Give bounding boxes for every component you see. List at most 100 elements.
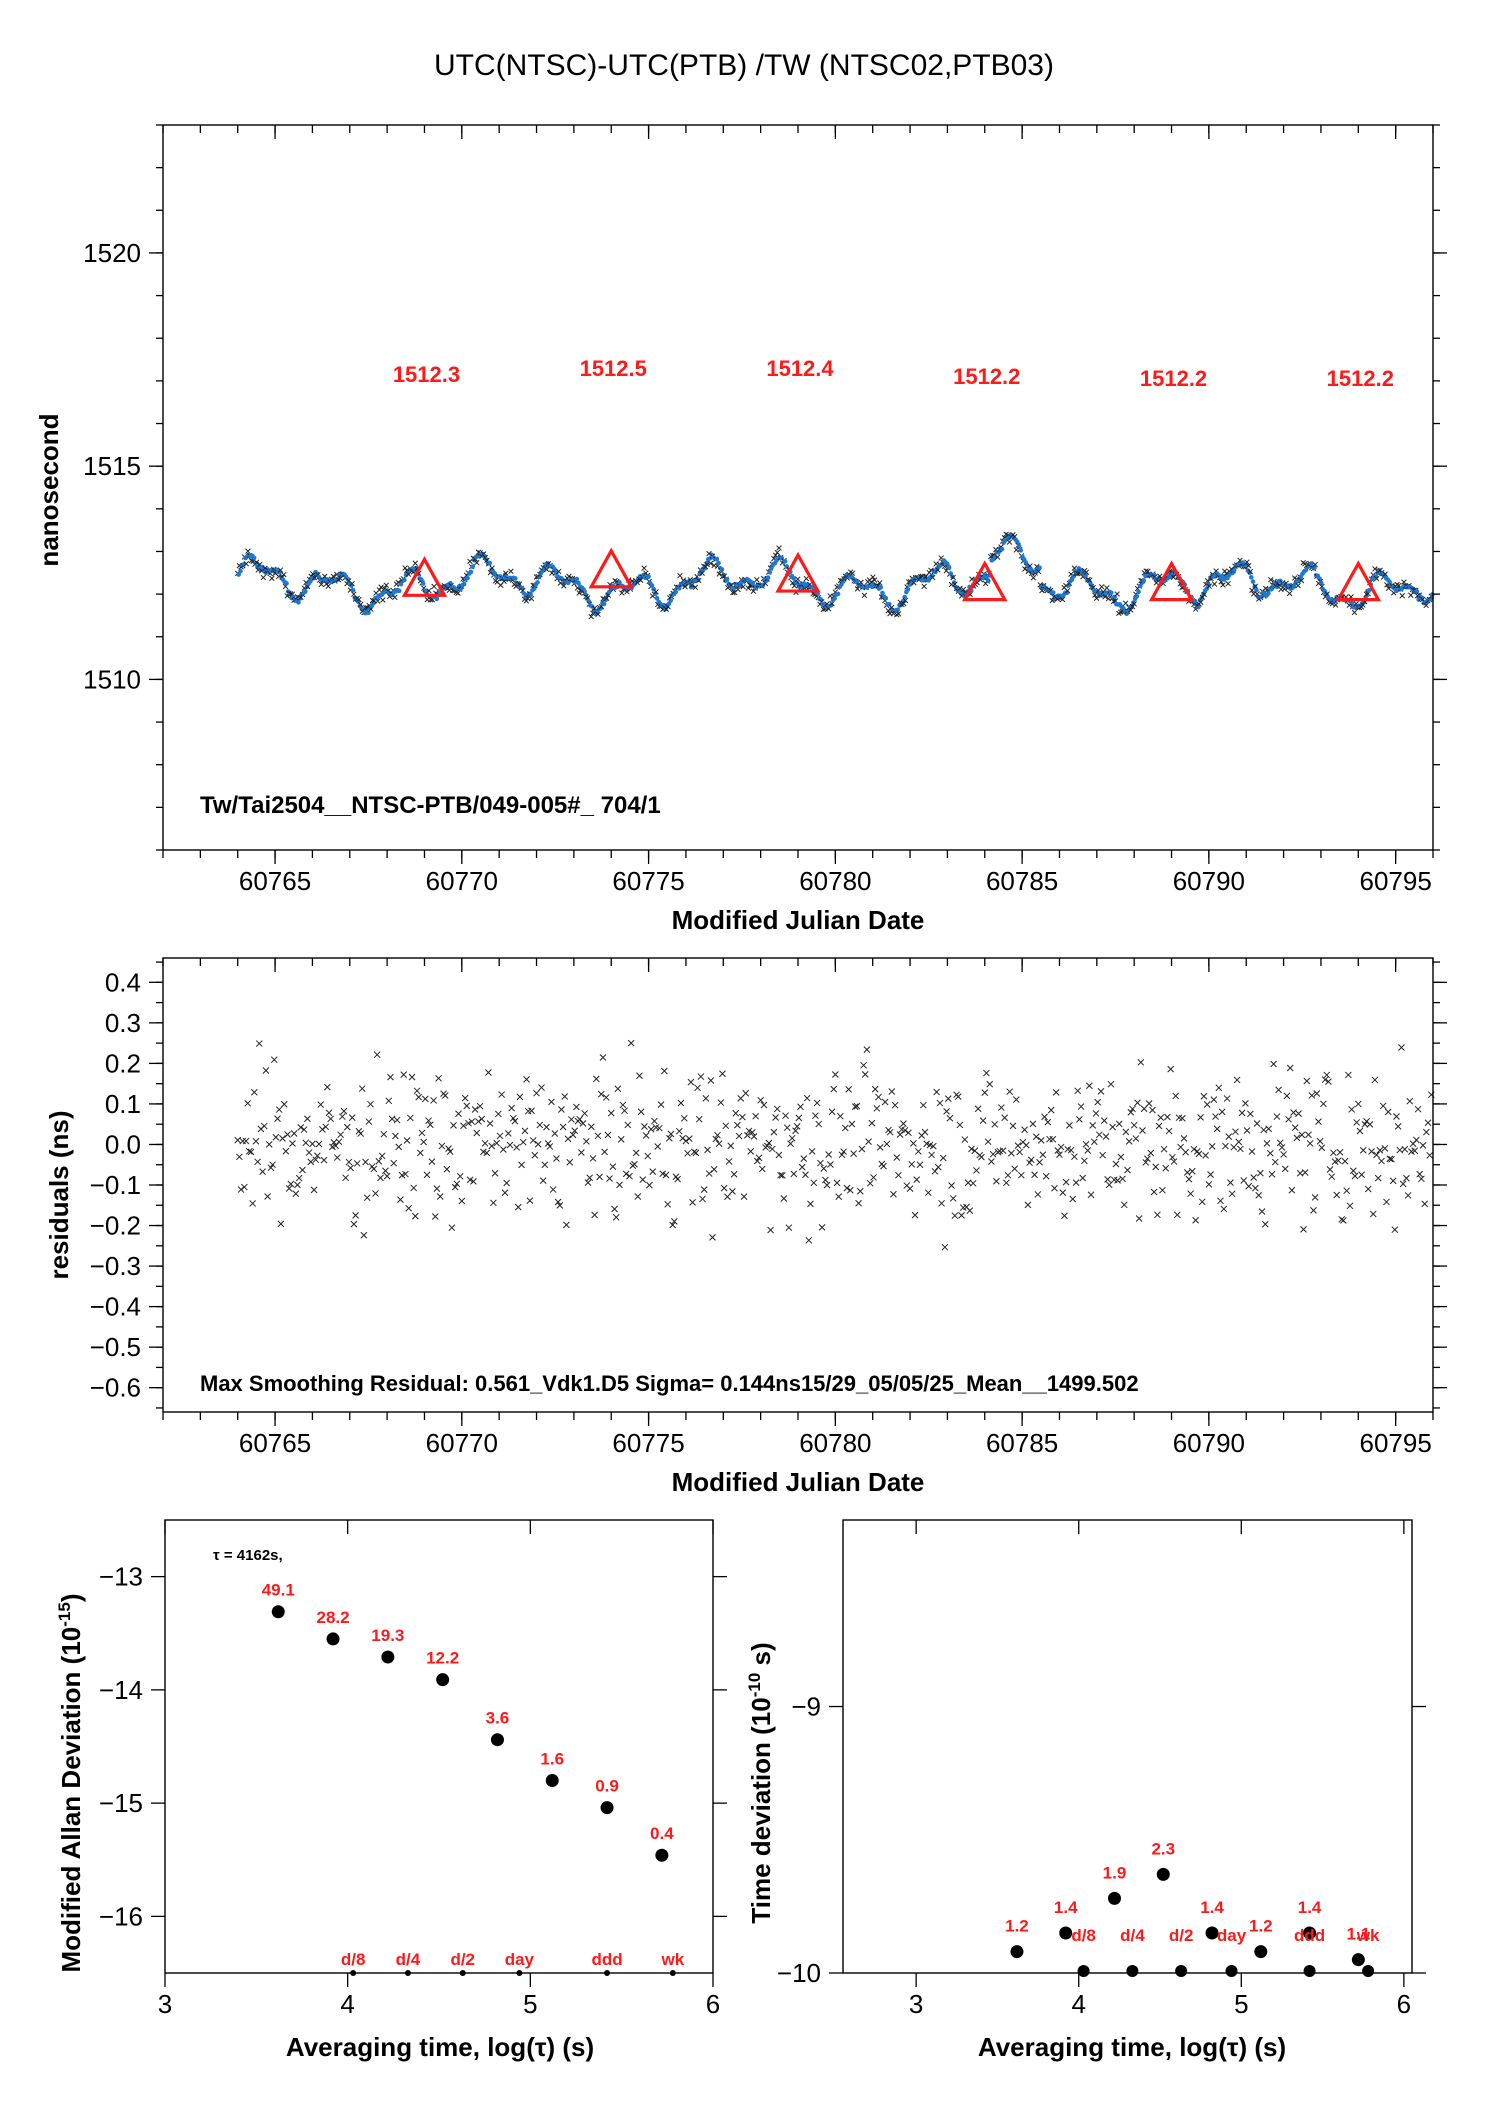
residual-point (1238, 1109, 1246, 1117)
smoothed-point (396, 588, 402, 594)
y-tick-label: −0.4 (90, 1292, 141, 1322)
residual-point (1336, 1148, 1344, 1156)
raw-point (1399, 593, 1406, 599)
marker-triangle (588, 547, 634, 589)
time-series-x-axis-label: Modified Julian Date (672, 905, 925, 935)
residual-point (471, 1106, 479, 1113)
residual-point (670, 1218, 678, 1225)
residual-point (563, 1221, 570, 1229)
residuals-x-axis-label: Modified Julian Date (672, 1467, 925, 1497)
time-deviation-point (1107, 1891, 1121, 1905)
residual-point (599, 1054, 607, 1061)
residual-point (314, 1152, 321, 1160)
x-tick-label: 5 (1234, 1989, 1248, 2019)
residual-point (573, 1103, 580, 1111)
residual-point (463, 1102, 471, 1110)
mod-allan-point-label: 28.2 (317, 1608, 350, 1627)
residual-point (499, 1146, 507, 1153)
residual-point (1173, 1211, 1181, 1219)
residual-point (1152, 1163, 1160, 1171)
raw-point (663, 606, 670, 612)
residual-point (1373, 1151, 1380, 1159)
raw-point (716, 571, 722, 577)
residual-point (538, 1084, 545, 1091)
time-deviation-baseline-dot (1077, 1965, 1090, 1977)
residual-point (752, 1112, 760, 1120)
time-deviation-point-label: 1.4 (1200, 1898, 1224, 1917)
residual-point (604, 1131, 612, 1139)
residual-point (1077, 1103, 1085, 1110)
residual-point (1394, 1123, 1402, 1130)
smoothed-point (1332, 598, 1338, 604)
raw-point (1295, 582, 1301, 589)
residual-point (983, 1069, 990, 1077)
residual-point (1213, 1125, 1221, 1133)
residual-point (886, 1128, 894, 1136)
residual-point (1114, 1176, 1121, 1184)
raw-point (588, 613, 594, 620)
time-deviation-y-label-main: Time deviation (10 (746, 1697, 776, 1923)
residual-point (1359, 1146, 1367, 1154)
residual-point (958, 1212, 965, 1219)
residual-point (825, 1151, 833, 1158)
time-deviation-baseline-label: wk (1356, 1926, 1380, 1945)
x-tick-label: 60765 (239, 866, 311, 896)
smoothed-point (673, 589, 679, 595)
residual-point (773, 1105, 781, 1113)
residual-point (931, 1167, 939, 1175)
residual-point (1139, 1127, 1146, 1134)
residual-point (468, 1118, 476, 1125)
smoothed-point (750, 580, 755, 586)
smoothed-point (1387, 579, 1392, 585)
residual-point (285, 1185, 293, 1192)
residual-point (1071, 1153, 1078, 1161)
smoothed-point (236, 572, 242, 577)
residual-point (969, 1179, 977, 1187)
residual-point (684, 1149, 691, 1157)
smoothed-point (1050, 590, 1056, 595)
residual-point (1085, 1082, 1093, 1090)
raw-point (754, 577, 760, 583)
residual-point (1066, 1121, 1073, 1129)
residual-point (861, 1070, 869, 1078)
residual-point (868, 1119, 876, 1127)
residual-point (511, 1117, 519, 1125)
residual-point (418, 1129, 426, 1137)
mod-allan-point-label: 12.2 (426, 1649, 459, 1668)
residual-point (338, 1113, 346, 1120)
mod-allan-point-label: 0.9 (595, 1777, 619, 1796)
y-tick-label: −14 (99, 1675, 143, 1705)
residual-point (1313, 1090, 1321, 1097)
residual-point (639, 1176, 647, 1183)
y-tick-label: 1515 (83, 451, 141, 481)
residual-point (591, 1211, 598, 1219)
smoothed-point (731, 586, 737, 591)
residual-point (1162, 1164, 1170, 1172)
residual-point (1252, 1184, 1259, 1192)
residual-point (929, 1142, 937, 1150)
residual-point (1122, 1128, 1130, 1136)
time-deviation-panel: 3 4 5 6 −9 −10 1.2 1.4 1.9 2.3 1.4 1.2 1.4 1.1 d/8 d/4… (745, 1519, 1426, 2062)
raw-point (707, 560, 714, 567)
raw-point (349, 580, 355, 587)
residual-point (787, 1140, 794, 1147)
raw-point (692, 584, 699, 591)
residual-point (287, 1180, 295, 1188)
residual-point (818, 1224, 826, 1231)
x-tick-label: 60795 (1359, 866, 1431, 896)
residual-point (1029, 1120, 1037, 1128)
residual-point (237, 1186, 245, 1193)
residual-point (1061, 1212, 1068, 1220)
raw-point (776, 545, 782, 551)
raw-point (503, 570, 509, 576)
residual-point (363, 1194, 371, 1202)
residual-point (735, 1132, 743, 1140)
residual-point (387, 1073, 394, 1081)
residual-point (840, 1148, 848, 1156)
mod-allan-baseline-dot (604, 1970, 611, 1976)
raw-point (950, 574, 956, 581)
residual-point (265, 1141, 273, 1148)
smoothed-point (470, 564, 475, 569)
smoothed-point (782, 558, 788, 564)
residual-point (1124, 1166, 1131, 1174)
